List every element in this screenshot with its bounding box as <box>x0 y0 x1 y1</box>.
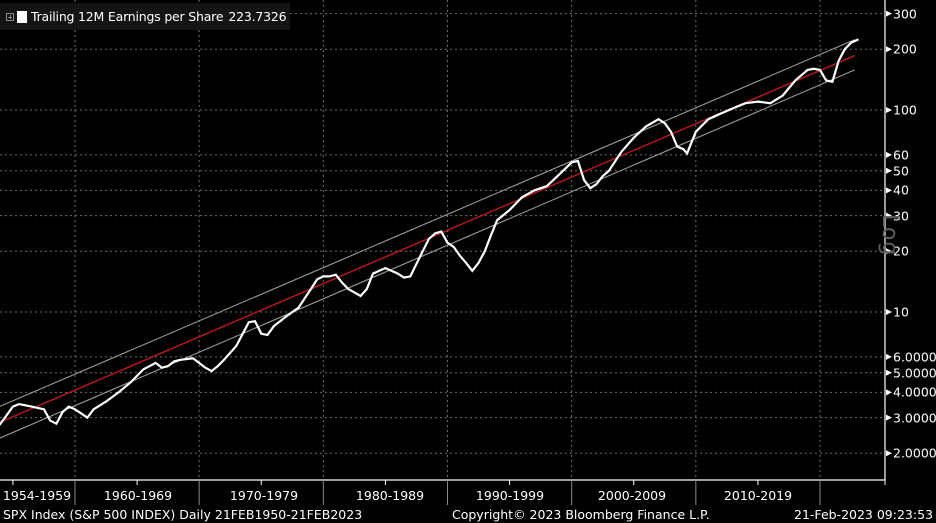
y-tick-marker-icon <box>886 167 892 174</box>
y-tick-label: 6.0000 <box>893 349 936 365</box>
expand-icon[interactable] <box>6 12 14 21</box>
y-tick-marker-icon <box>886 46 892 53</box>
y-tick-label: 20 <box>893 243 909 259</box>
y-tick-label: 3.0000 <box>893 410 936 426</box>
x-band-label: 1954-1959 <box>2 488 72 503</box>
legend-last-value: 223.7326 <box>228 9 287 24</box>
y-tick-label: 30 <box>893 208 909 224</box>
y-tick-marker-icon <box>886 369 892 376</box>
vertical-gridlines <box>74 0 821 480</box>
y-tick-marker-icon <box>886 450 892 457</box>
y-tick-marker-icon <box>886 212 892 219</box>
y-tick-label: 100 <box>893 102 917 118</box>
x-band-label: 1970-1979 <box>229 488 299 503</box>
footer-copyright: Copyright© 2023 Bloomberg Finance L.P. <box>452 507 710 522</box>
lower-channel-line <box>0 69 855 439</box>
footer-timestamp: 21-Feb-2023 09:23:53 <box>794 507 933 522</box>
y-tick-label: 40 <box>893 182 909 198</box>
y-tick-label: 60 <box>893 147 909 163</box>
series-swatch-icon <box>17 10 27 23</box>
y-tick-marker-icon <box>886 248 892 255</box>
y-axis-ticks <box>886 10 892 457</box>
x-band-label: 1990-1999 <box>475 488 545 503</box>
footer-security: SPX Index (S&P 500 INDEX) Daily 21FEB195… <box>3 507 363 522</box>
y-tick-label: 50 <box>893 163 909 179</box>
trend-line <box>0 54 856 424</box>
y-tick-label: 200 <box>893 41 917 57</box>
y-tick-label: 10 <box>893 304 909 320</box>
y-tick-marker-icon <box>886 414 892 421</box>
y-tick-label: 2.0000 <box>893 445 936 461</box>
y-tick-marker-icon <box>886 309 892 315</box>
y-tick-label: 5.0000 <box>893 365 936 381</box>
y-tick-label: 4.0000 <box>893 384 936 400</box>
eps-series-line[interactable] <box>0 38 859 433</box>
y-tick-label: 300 <box>893 6 917 22</box>
y-tick-marker-icon <box>886 151 892 158</box>
x-axis-ticks <box>12 480 886 505</box>
x-band-label: 2000-2009 <box>597 488 667 503</box>
x-band-label: 2010-2019 <box>723 488 793 503</box>
x-band-label: 1980-1989 <box>355 488 425 503</box>
x-band-label: 1960-1969 <box>103 488 173 503</box>
y-tick-marker-icon <box>886 353 892 360</box>
upper-channel-line <box>0 39 855 407</box>
legend[interactable]: Trailing 12M Earnings per Share 223.7326 <box>0 3 290 30</box>
y-tick-marker-icon <box>886 107 892 113</box>
y-tick-marker-icon <box>886 187 892 194</box>
y-tick-marker-icon <box>886 10 892 17</box>
legend-label: Trailing 12M Earnings per Share <box>31 9 224 24</box>
y-tick-marker-icon <box>886 389 892 396</box>
log-scale-label[interactable]: Log <box>877 214 902 257</box>
